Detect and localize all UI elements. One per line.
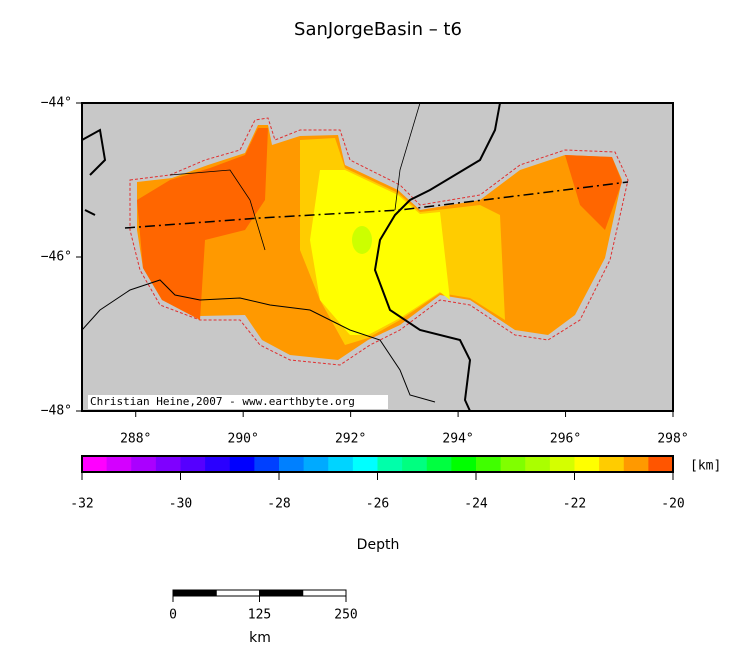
colorbar-tick-label: -24 <box>464 497 488 512</box>
colorbar-swatch <box>205 456 231 472</box>
depth-fill <box>352 226 372 254</box>
colorbar-swatch <box>549 456 575 472</box>
colorbar-swatch <box>155 456 181 472</box>
lon-tick-label: 296° <box>550 432 581 447</box>
colorbar-swatch <box>328 456 354 472</box>
colorbar-swatch <box>599 456 625 472</box>
scalebar-tick-label: 125 <box>248 608 271 623</box>
colorbar-swatch <box>106 456 132 472</box>
lon-tick-label: 294° <box>442 432 473 447</box>
scalebar-segment <box>172 589 217 597</box>
lat-tick-label: −46° <box>41 250 72 265</box>
colorbar-label: Depth <box>357 537 400 553</box>
colorbar-swatch <box>352 456 378 472</box>
lat-tick-label: −48° <box>41 404 72 419</box>
colorbar-unit: [km] <box>690 459 721 474</box>
map-area: Christian Heine,2007 - www.earthbyte.org <box>81 102 674 412</box>
colorbar-swatch <box>574 456 600 472</box>
scalebar-tick-label: 0 <box>169 608 177 623</box>
colorbar-tick-label: -30 <box>169 497 192 512</box>
colorbar-swatch <box>426 456 452 472</box>
colorbar-swatch <box>623 456 649 472</box>
scalebar-unit: km <box>249 630 271 646</box>
colorbar-swatch <box>500 456 526 472</box>
colorbar-swatch <box>377 456 403 472</box>
lon-tick-label: 292° <box>335 432 366 447</box>
lon-tick-label: 298° <box>657 432 688 447</box>
basin-outline <box>129 117 629 366</box>
colorbar-tick-label: -28 <box>267 497 290 512</box>
colorbar-tick-label: -26 <box>366 497 389 512</box>
scalebar-segment <box>302 589 347 597</box>
credit: Christian Heine,2007 - www.earthbyte.org <box>90 395 355 408</box>
scalebar-segment <box>215 589 260 597</box>
colorbar-swatch <box>279 456 305 472</box>
lon-tick-label: 290° <box>228 432 259 447</box>
coastline <box>81 128 107 216</box>
coastline <box>373 102 501 412</box>
colorbar-swatch <box>131 456 157 472</box>
lon-tick-label: 288° <box>120 432 151 447</box>
lat-tick-label: −44° <box>41 96 72 111</box>
colorbar-tick-label: -22 <box>563 497 586 512</box>
colorbar-swatch <box>180 456 206 472</box>
colorbar-tick-label: -32 <box>70 497 93 512</box>
credit-box <box>88 395 388 409</box>
scalebar-segment <box>259 589 304 597</box>
colorbar-tick-label: -20 <box>661 497 684 512</box>
colorbar-swatch <box>451 456 477 472</box>
colorbar-swatch <box>254 456 280 472</box>
colorbar-swatch <box>525 456 551 472</box>
colorbar-swatch <box>229 456 255 472</box>
colorbar-swatch <box>303 456 329 472</box>
border <box>81 279 436 403</box>
colorbar-swatch <box>402 456 428 472</box>
colorbar-swatch <box>476 456 502 472</box>
scalebar-tick-label: 250 <box>334 608 357 623</box>
depth-fill <box>565 155 622 230</box>
title: SanJorgeBasin – t6 <box>294 19 462 40</box>
colorbar-swatch <box>648 456 674 472</box>
colorbar-swatch <box>82 456 108 472</box>
depth-fill <box>310 170 450 335</box>
depth-fill <box>137 128 268 320</box>
border <box>169 102 421 251</box>
